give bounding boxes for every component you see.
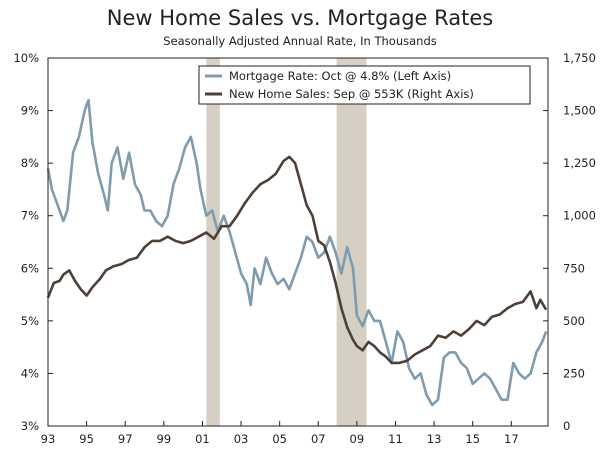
left-tick-label: 10% xyxy=(13,51,39,65)
x-tick-label: 15 xyxy=(465,432,480,446)
recession-band-0 xyxy=(206,58,220,426)
right-tick-label: 1,500 xyxy=(563,104,596,118)
x-tick-label: 07 xyxy=(311,432,326,446)
right-tick-label: 1,750 xyxy=(563,51,596,65)
left-tick-label: 3% xyxy=(21,419,39,433)
legend-label-new-home-sales: New Home Sales: Sep @ 553K (Right Axis) xyxy=(229,87,474,101)
left-tick-label: 4% xyxy=(21,366,39,380)
plot-frame xyxy=(47,57,549,427)
x-tick-label: 01 xyxy=(195,432,210,446)
right-tick-label: 0 xyxy=(563,419,570,433)
x-tick-label: 17 xyxy=(504,432,519,446)
recession-bands xyxy=(206,58,367,426)
right-tick-label: 1,000 xyxy=(563,209,596,223)
left-tick-label: 6% xyxy=(21,261,39,275)
x-tick-label: 03 xyxy=(234,432,249,446)
recession-band-1 xyxy=(336,58,367,426)
left-tick-label: 7% xyxy=(21,209,39,223)
axis-ticks: 93 95 97 99 01 03 05 07 09 11 13 15 17 3% 4% 5% 6% 7% 8% 9%… xyxy=(13,51,596,446)
x-tick-label: 97 xyxy=(118,432,133,446)
x-tick-label: 99 xyxy=(157,432,172,446)
legend: Mortgage Rate: Oct @ 4.8% (Left Axis) Ne… xyxy=(198,65,531,105)
x-tick-label: 11 xyxy=(388,432,403,446)
series-line-mortgage-rate xyxy=(46,98,548,407)
series-line-new-home-sales xyxy=(46,155,548,365)
legend-box xyxy=(198,65,531,105)
x-tick-label: 93 xyxy=(41,432,56,446)
chart-subtitle: Seasonally Adjusted Annual Rate, In Thou… xyxy=(163,34,437,48)
right-tick-label: 500 xyxy=(563,314,585,328)
left-tick-label: 8% xyxy=(21,156,39,170)
x-tick-label: 13 xyxy=(427,432,442,446)
x-tick-label: 95 xyxy=(79,432,94,446)
right-tick-label: 1,250 xyxy=(563,156,596,170)
right-tick-label: 250 xyxy=(563,366,585,380)
x-tick-label: 09 xyxy=(350,432,365,446)
right-tick-label: 750 xyxy=(563,261,585,275)
left-tick-label: 9% xyxy=(21,104,39,118)
legend-label-mortgage-rate: Mortgage Rate: Oct @ 4.8% (Left Axis) xyxy=(229,69,451,83)
chart-title: New Home Sales vs. Mortgage Rates xyxy=(106,6,494,30)
series-lines xyxy=(46,98,548,407)
left-tick-label: 5% xyxy=(21,314,39,328)
x-tick-label: 05 xyxy=(272,432,287,446)
